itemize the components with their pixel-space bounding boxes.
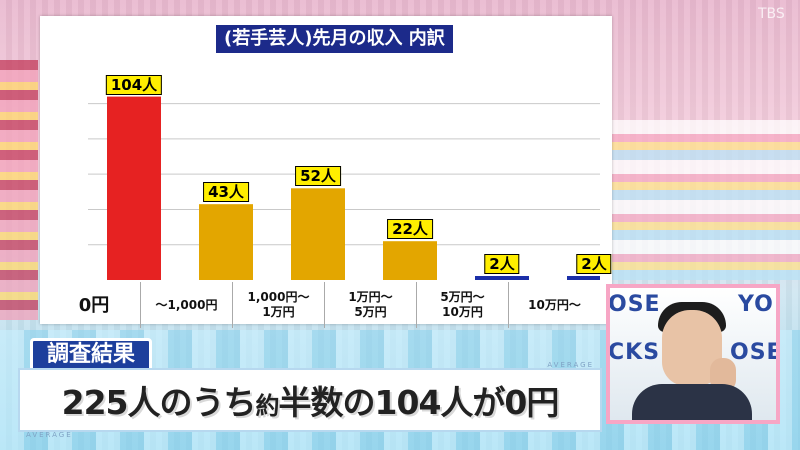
channel-logo: TBS [758, 6, 785, 22]
bar [107, 96, 161, 280]
caption-part2: 半数の104人が0円 [278, 383, 560, 422]
caption-text: 225人のうち約半数の104人が0円 [61, 376, 560, 424]
pip-bg-text-2: YO [738, 292, 774, 317]
bar-value-label: 2人 [484, 254, 520, 274]
bar [291, 188, 345, 280]
pip-bg-text-3: CKS [608, 340, 661, 365]
candy-shelf-decor [612, 120, 800, 280]
bar [383, 241, 437, 280]
category-label: 1万円〜 5万円 [324, 282, 416, 328]
bar [567, 276, 600, 280]
category-label: 1,000円〜 1万円 [232, 282, 324, 328]
bar-value-label: 52人 [295, 166, 341, 187]
category-label: 10万円〜 [508, 282, 600, 328]
caption-small: 約 [255, 392, 280, 420]
bar-plot-area [88, 96, 600, 280]
bar-value-label: 104人 [105, 74, 163, 95]
bar [475, 276, 529, 280]
bar-value-label: 2人 [576, 254, 612, 274]
pip-bg-text-4: OSE [730, 340, 780, 365]
caption-main: AVERAGE 225人のうち約半数の104人が0円 AVERAGE [18, 361, 602, 439]
average-tag-bottom: AVERAGE [26, 431, 73, 439]
pip-bg-text-1: OSE [608, 292, 661, 317]
chart-title: (若手芸人)先月の収入 内訳 [216, 25, 453, 53]
average-tag-top: AVERAGE [547, 361, 594, 369]
host-video-inset: OSE YO CKS OSE [606, 284, 780, 424]
caption-tag: 調査結果 [30, 338, 153, 372]
category-row: 0円 〜1,000円 1,000円〜 1万円 1万円〜 5万円 5万円〜 10万円 10万… [48, 282, 600, 328]
host-suit [632, 384, 752, 420]
category-label: 〜1,000円 [140, 282, 232, 328]
bar [199, 204, 253, 280]
category-label: 0円 [78, 294, 110, 316]
chart-board: (若手芸人)先月の収入 内訳 104人 43人 52人 22人 2人 2人 0円 〜1,00… [40, 16, 612, 328]
bar-value-label: 22人 [387, 219, 433, 240]
caption-part1: 225人のうち [61, 383, 257, 422]
category-label: 5万円〜 10万円 [416, 282, 508, 328]
bar-value-label: 43人 [203, 182, 249, 203]
left-studio-decor [0, 60, 38, 320]
